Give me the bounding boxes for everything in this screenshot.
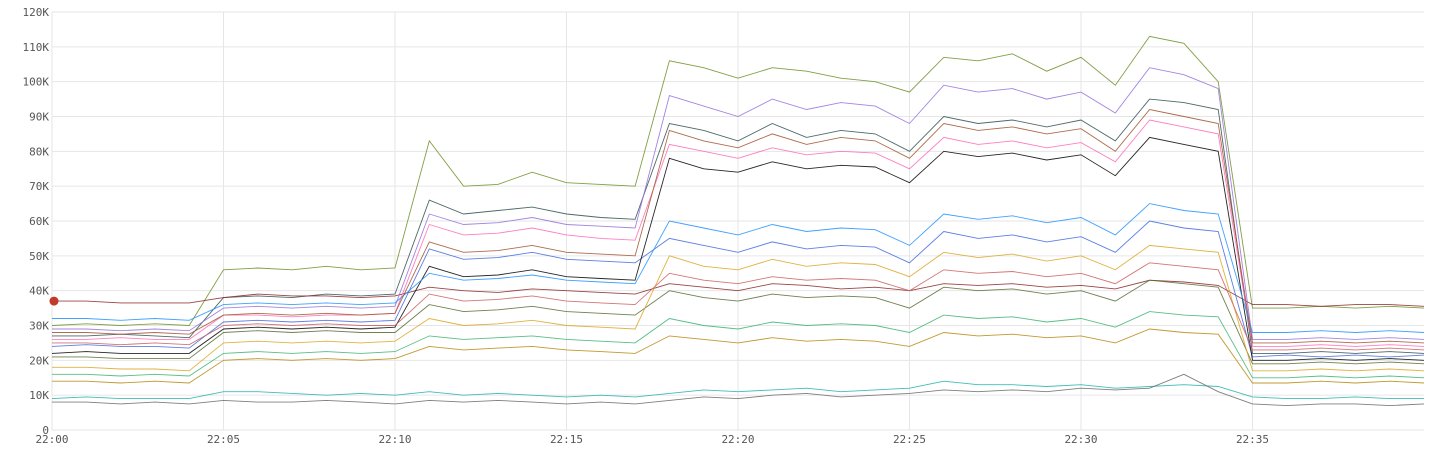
y-tick-label: 0 — [42, 424, 49, 437]
series-line-13 — [52, 328, 1425, 384]
grid — [51, 11, 1424, 431]
x-tick-label: 22:35 — [1236, 433, 1269, 446]
x-tick-label: 22:25 — [893, 433, 926, 446]
series-group — [49, 35, 1425, 407]
x-tick-label: 22:30 — [1064, 433, 1097, 446]
y-tick-label: 40K — [29, 285, 49, 298]
series-line-5 — [52, 244, 1425, 372]
x-axis-ticks: 22:00 22:05 22:10 22:15 22:20 22:25 22:30 22:35 — [35, 433, 1269, 446]
y-tick-label: 60K — [29, 215, 49, 228]
series-line-15 — [52, 109, 1425, 344]
y-tick-label: 120K — [23, 6, 50, 19]
y-axis-ticks: 0 10K 20K 30K 40K 50K 60K 70K 80K 90K 100K 110K 120K — [23, 6, 50, 437]
series-line-9 — [52, 67, 1425, 340]
series-line-7 — [52, 373, 1425, 407]
y-tick-label: 90K — [29, 111, 49, 124]
y-tick-label: 20K — [29, 354, 49, 367]
x-tick-label: 22:10 — [378, 433, 411, 446]
y-tick-label: 10K — [29, 389, 49, 402]
series-line-1 — [51, 35, 1425, 326]
series-line-8 — [52, 119, 1425, 347]
series-line-14 — [52, 203, 1425, 333]
x-tick-label: 22:15 — [550, 433, 583, 446]
y-tick-label: 80K — [29, 145, 49, 158]
x-tick-label: 22:20 — [721, 433, 754, 446]
series-line-2 — [52, 279, 1425, 307]
series-line-3 — [51, 220, 1425, 358]
y-tick-label: 70K — [29, 180, 49, 193]
y-tick-label: 110K — [23, 41, 50, 54]
x-tick-label: 22:05 — [207, 433, 240, 446]
series-line-11 — [52, 262, 1425, 351]
y-tick-label: 100K — [23, 76, 50, 89]
series-line-6 — [51, 380, 1424, 400]
series-line-4 — [52, 279, 1425, 365]
y-tick-label: 50K — [29, 250, 49, 263]
x-tick-label: 22:00 — [35, 433, 68, 446]
series-line-0 — [52, 98, 1425, 354]
series-line-10 — [51, 136, 1425, 361]
y-tick-label: 30K — [29, 320, 49, 333]
series-line-12 — [52, 311, 1425, 379]
series-point-marker — [49, 296, 59, 306]
